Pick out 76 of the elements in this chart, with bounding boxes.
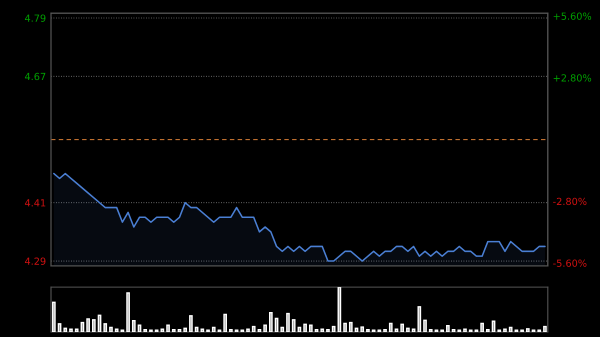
bar (360, 326, 364, 332)
bar (286, 312, 290, 332)
bar (388, 322, 393, 332)
bar (298, 326, 302, 332)
bar (69, 328, 73, 332)
bar (166, 324, 170, 332)
bar (126, 292, 130, 332)
y-tick-label: 4.67 (24, 72, 46, 80)
bar (332, 326, 336, 332)
bar (194, 326, 198, 332)
bar (343, 322, 347, 332)
y-tick-label: 4.79 (24, 14, 46, 22)
bar (74, 328, 79, 332)
bar (348, 322, 353, 332)
bar (503, 328, 507, 332)
bar (138, 324, 142, 332)
bar (223, 314, 228, 332)
bar (252, 326, 256, 332)
bar (446, 324, 450, 332)
bar (52, 302, 56, 332)
bar (480, 322, 484, 332)
bar (86, 318, 90, 332)
bar (543, 326, 547, 332)
bar (63, 328, 68, 332)
bar (417, 306, 422, 332)
bar (58, 323, 62, 332)
bar (394, 328, 398, 332)
bar (274, 318, 278, 332)
bar (183, 328, 188, 332)
bar (172, 329, 176, 332)
y2-tick-label: -2.80% (553, 198, 587, 206)
y2-tick-label: +5.60% (554, 12, 592, 20)
bar (178, 329, 182, 332)
bar (92, 319, 96, 332)
bar (326, 329, 330, 332)
bar (366, 329, 370, 332)
bar (132, 320, 136, 332)
bar (98, 314, 102, 332)
bar (320, 328, 324, 332)
bar (258, 329, 262, 332)
bar (143, 329, 148, 332)
bar (229, 329, 233, 332)
bar (508, 326, 513, 332)
y-tick-label: 4.41 (24, 199, 46, 206)
bar (308, 324, 313, 332)
bar (412, 328, 416, 332)
y2-tick-label: +2.80% (554, 74, 592, 82)
bar (314, 329, 318, 332)
bar (486, 329, 490, 332)
bar (383, 329, 387, 332)
bar (189, 315, 193, 332)
y2-tick-label: -5.60% (553, 260, 587, 267)
bar (200, 328, 204, 332)
bar (463, 328, 467, 332)
bar (160, 328, 164, 332)
bar (492, 320, 496, 332)
bar (452, 329, 456, 332)
bar (303, 324, 307, 332)
bar (109, 326, 113, 332)
bar (428, 329, 433, 332)
bar (423, 320, 427, 332)
bar (269, 312, 273, 332)
bar (280, 326, 284, 332)
bar (246, 328, 250, 332)
y-tick-label: 4.29 (24, 258, 46, 265)
bar (80, 322, 84, 332)
bar (212, 326, 216, 332)
bar (292, 319, 296, 332)
bar (103, 323, 108, 332)
bar (400, 324, 404, 332)
bar (263, 324, 267, 332)
bar (114, 328, 119, 332)
bar (526, 328, 530, 332)
bar (406, 328, 410, 332)
bar (338, 287, 342, 332)
bar (354, 328, 358, 332)
